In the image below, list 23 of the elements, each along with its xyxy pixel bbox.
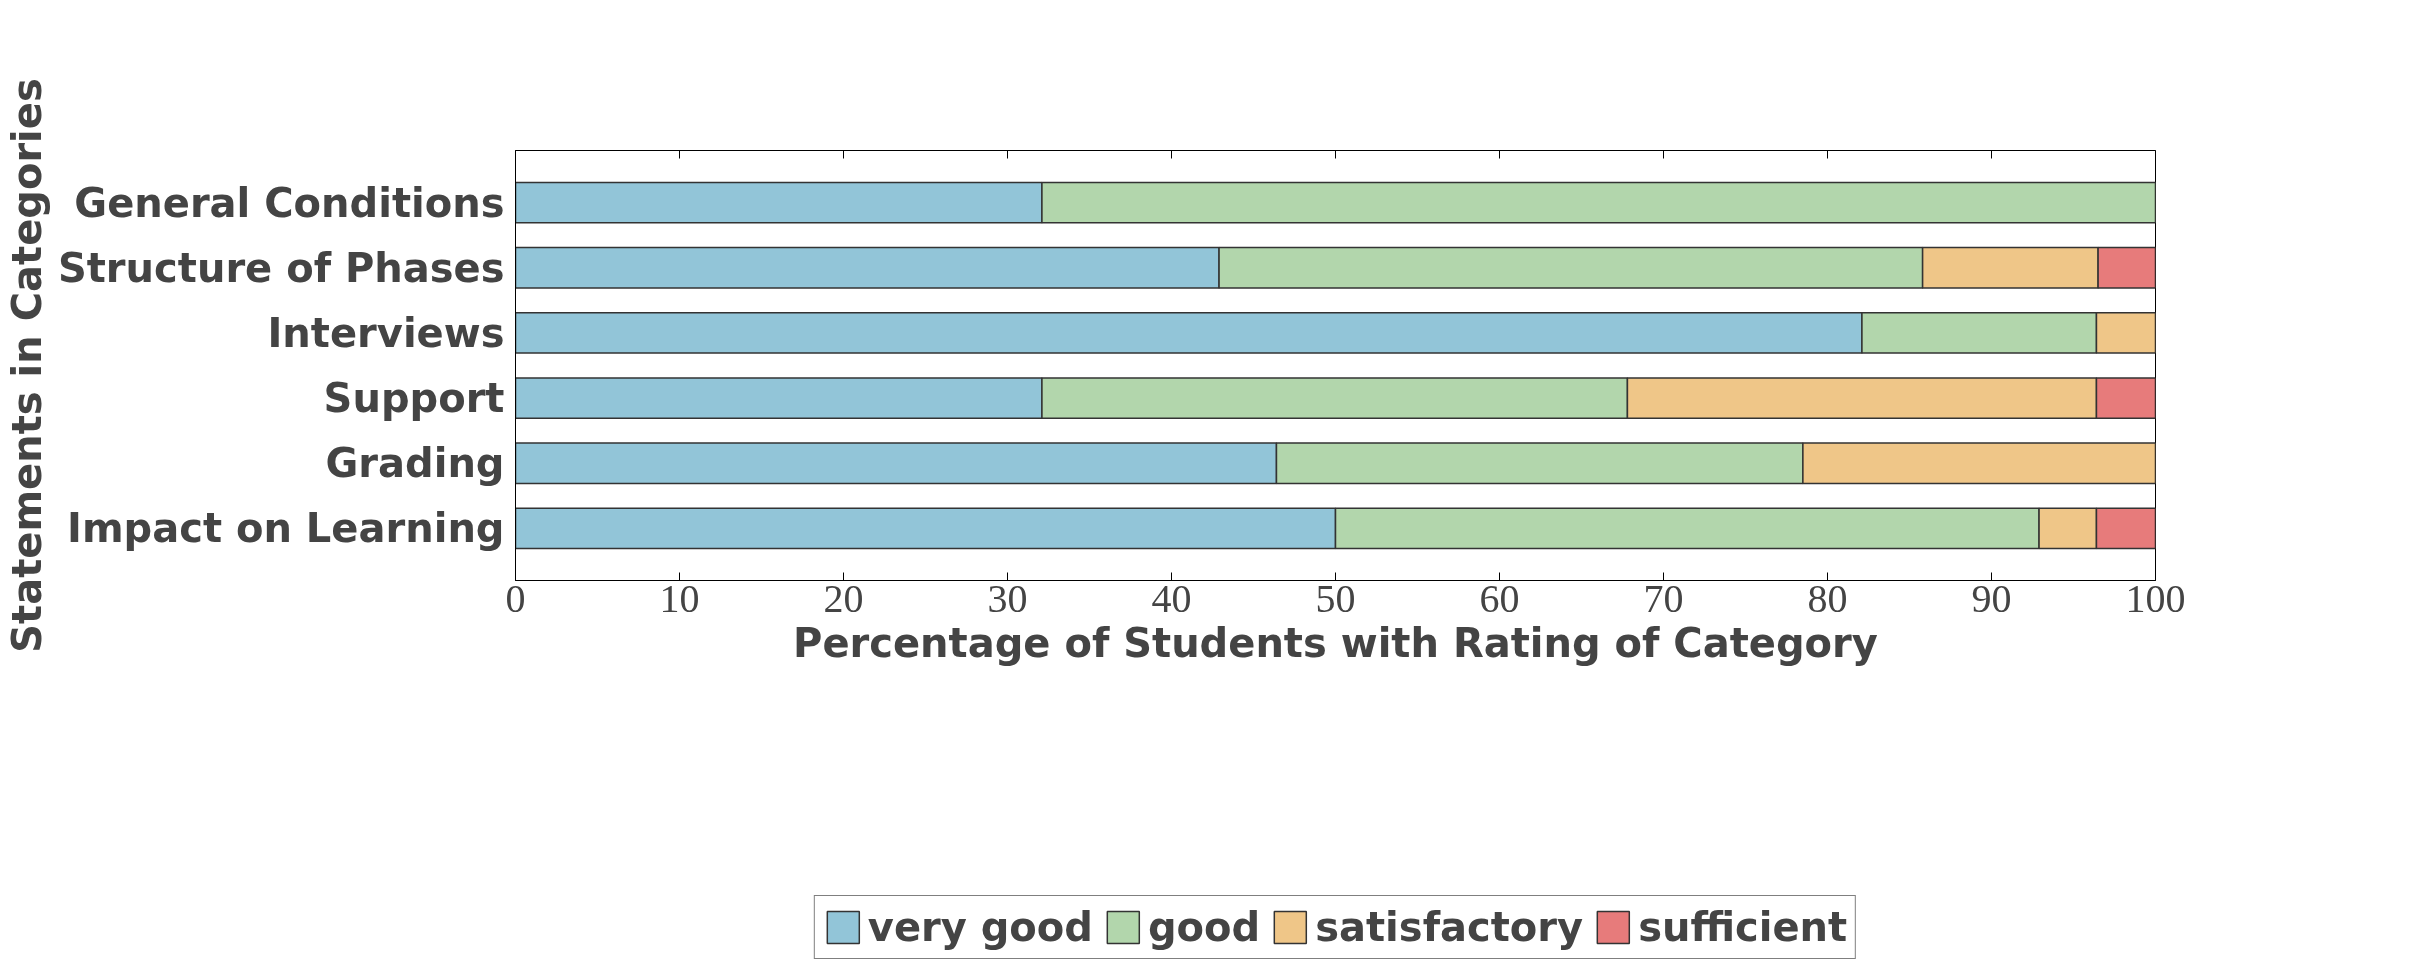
legend-label: good	[1147, 904, 1261, 950]
x-tick-label: 100	[2125, 575, 2186, 621]
x-tick-label: 20	[823, 575, 864, 621]
x-tick-label: 60	[1479, 575, 1520, 621]
y-tick-label: Interviews	[267, 309, 505, 356]
x-tick-label: 50	[1315, 575, 1356, 621]
x-axis-title: Percentage of Students with Rating of Category	[793, 619, 1878, 666]
x-tick-label: 10	[659, 575, 700, 621]
y-tick-label: Grading	[325, 440, 505, 487]
x-tick-label: 70	[1643, 575, 1684, 621]
x-tick-label: 30	[987, 575, 1028, 621]
y-tick-label: Impact on Learning	[67, 505, 505, 552]
x-tick-label: 80	[1807, 575, 1848, 621]
x-tick-label: 40	[1151, 575, 1192, 621]
y-tick-label: Support	[323, 375, 505, 422]
x-tick-label: 0	[505, 575, 526, 621]
legend-label: satisfactory	[1315, 904, 1584, 950]
y-axis-title: Statements in Categories	[3, 78, 50, 653]
y-tick-label: Structure of Phases	[57, 244, 505, 291]
x-tick-label: 90	[1971, 575, 2012, 621]
legend-label: very good	[867, 904, 1093, 950]
y-tick-label: General Conditions	[74, 179, 505, 226]
legend-label: sufficient	[1638, 904, 1848, 950]
